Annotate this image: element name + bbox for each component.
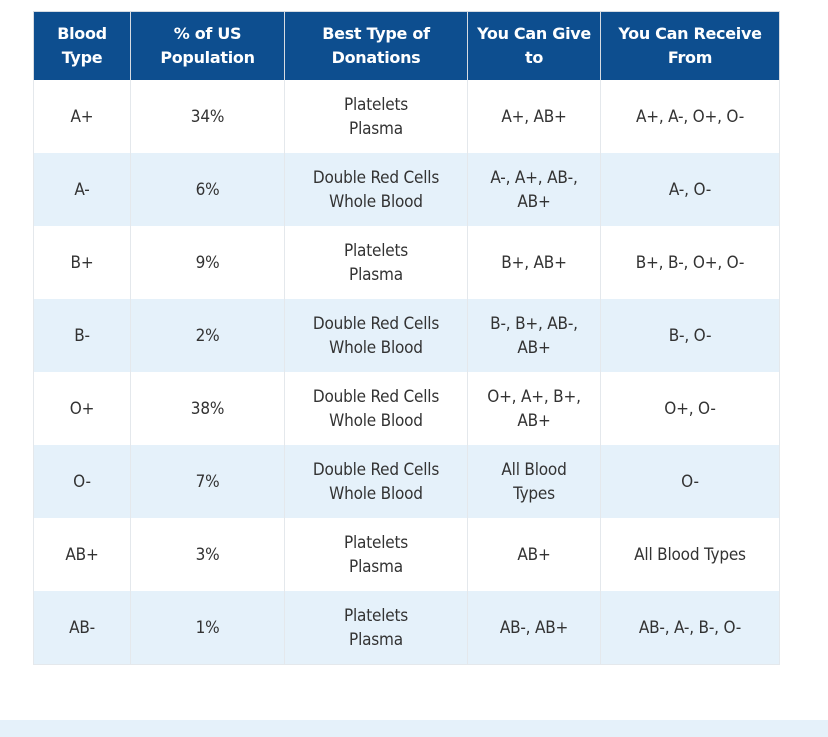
table-row: B+ 9% Platelets Plasma B+, AB+ B+, B-, O+, O- [33,226,780,299]
cell-blood-type: A- [33,153,131,226]
cell-receive-from: O+, O- [600,372,780,445]
cell-blood-type: B- [33,299,131,372]
cell-donation-type-line: Whole Blood [329,410,423,431]
header-receive-from: You Can Receive From [600,11,780,80]
table-body: A+ 34% Platelets Plasma A+, AB+ A+, A-, O+, O… [33,80,780,665]
cell-receive-from-line: O+, O- [664,398,716,419]
cell-give-to: O+, A+, B+, AB+ [467,372,601,445]
cell-blood-type: B+ [33,226,131,299]
cell-population: 2% [130,299,285,372]
table-row: AB+ 3% Platelets Plasma AB+ All Blood Types [33,518,780,591]
cell-receive-from-line: AB-, A-, B-, O- [638,617,742,638]
cell-donation-type-line: Double Red Cells [312,459,440,480]
cell-give-to: All Blood Types [467,445,601,518]
cell-give-to-line: AB+ [517,337,551,358]
cell-blood-type: O- [33,445,131,518]
cell-give-to: B+, AB+ [467,226,601,299]
header-give-to: You Can Give to [467,11,601,80]
cell-donation-type: Double Red Cells Whole Blood [284,372,468,445]
cell-receive-from: O- [600,445,780,518]
cell-receive-from: A-, O- [600,153,780,226]
cell-receive-from: All Blood Types [600,518,780,591]
cell-donation-type-line: Platelets [343,605,409,626]
cell-give-to-line: All Blood [501,459,567,480]
table-row: O+ 38% Double Red Cells Whole Blood O+, A+, … [33,372,780,445]
cell-donation-type-line: Whole Blood [329,483,423,504]
cell-blood-type: O+ [33,372,131,445]
cell-receive-from: B-, O- [600,299,780,372]
cell-receive-from-line: A+, A-, O+, O- [635,106,745,127]
cell-blood-type: A+ [33,80,131,153]
cell-population: 6% [130,153,285,226]
cell-give-to-line: B-, B+, AB-, [490,313,578,334]
cell-population: 7% [130,445,285,518]
cell-donation-type-line: Platelets [343,94,409,115]
cell-population: 1% [130,591,285,665]
cell-donation-type-line: Plasma [349,556,403,577]
cell-give-to-line: A+, AB+ [501,106,567,127]
cell-donation-type-line: Platelets [343,532,409,553]
cell-donation-type: Platelets Plasma [284,80,468,153]
cell-donation-type: Double Red Cells Whole Blood [284,445,468,518]
table-row: B- 2% Double Red Cells Whole Blood B-, B+, A… [33,299,780,372]
cell-give-to: A-, A+, AB-, AB+ [467,153,601,226]
footer-band [0,720,828,737]
cell-receive-from-line: O- [681,471,699,492]
cell-give-to-line: AB+ [517,544,551,565]
table-row: A+ 34% Platelets Plasma A+, AB+ A+, A-, O+, O… [33,80,780,153]
cell-receive-from-line: B-, O- [668,325,712,346]
cell-donation-type-line: Double Red Cells [312,313,440,334]
table-header-row: Blood Type % of US Population Best Type … [33,11,780,80]
header-blood-type: Blood Type [33,11,131,80]
table-row: AB- 1% Platelets Plasma AB-, AB+ AB-, A-, B-,… [33,591,780,665]
cell-blood-type: AB+ [33,518,131,591]
cell-give-to: B-, B+, AB-, AB+ [467,299,601,372]
cell-give-to: AB-, AB+ [467,591,601,665]
cell-give-to: AB+ [467,518,601,591]
cell-donation-type-line: Plasma [349,118,403,139]
cell-give-to-line: AB+ [517,191,551,212]
cell-give-to-line: B+, AB+ [501,252,567,273]
cell-donation-type-line: Plasma [349,264,403,285]
cell-receive-from: AB-, A-, B-, O- [600,591,780,665]
cell-receive-from-line: B+, B-, O+, O- [635,252,745,273]
cell-population: 38% [130,372,285,445]
cell-donation-type: Double Red Cells Whole Blood [284,299,468,372]
cell-receive-from: B+, B-, O+, O- [600,226,780,299]
cell-donation-type-line: Platelets [343,240,409,261]
cell-population: 34% [130,80,285,153]
cell-donation-type: Platelets Plasma [284,226,468,299]
cell-population: 9% [130,226,285,299]
cell-give-to-line: A-, A+, AB-, [490,167,578,188]
cell-receive-from-line: All Blood Types [634,544,746,565]
cell-donation-type: Platelets Plasma [284,518,468,591]
cell-donation-type-line: Plasma [349,629,403,650]
cell-population: 3% [130,518,285,591]
cell-give-to-line: O+, A+, B+, [487,386,581,407]
blood-type-table: Blood Type % of US Population Best Type … [33,11,780,665]
header-population: % of US Population [130,11,285,80]
cell-blood-type: AB- [33,591,131,665]
cell-give-to-line: AB-, AB+ [499,617,569,638]
cell-receive-from: A+, A-, O+, O- [600,80,780,153]
cell-donation-type-line: Double Red Cells [312,386,440,407]
table-row: A- 6% Double Red Cells Whole Blood A-, A+, A… [33,153,780,226]
cell-receive-from-line: A-, O- [668,179,712,200]
header-donation-type: Best Type of Donations [284,11,468,80]
cell-donation-type-line: Whole Blood [329,337,423,358]
cell-donation-type: Double Red Cells Whole Blood [284,153,468,226]
cell-give-to: A+, AB+ [467,80,601,153]
cell-give-to-line: AB+ [517,410,551,431]
cell-donation-type-line: Whole Blood [329,191,423,212]
table-row: O- 7% Double Red Cells Whole Blood All Blood… [33,445,780,518]
cell-donation-type-line: Double Red Cells [312,167,440,188]
cell-donation-type: Platelets Plasma [284,591,468,665]
cell-give-to-line: Types [513,483,555,504]
